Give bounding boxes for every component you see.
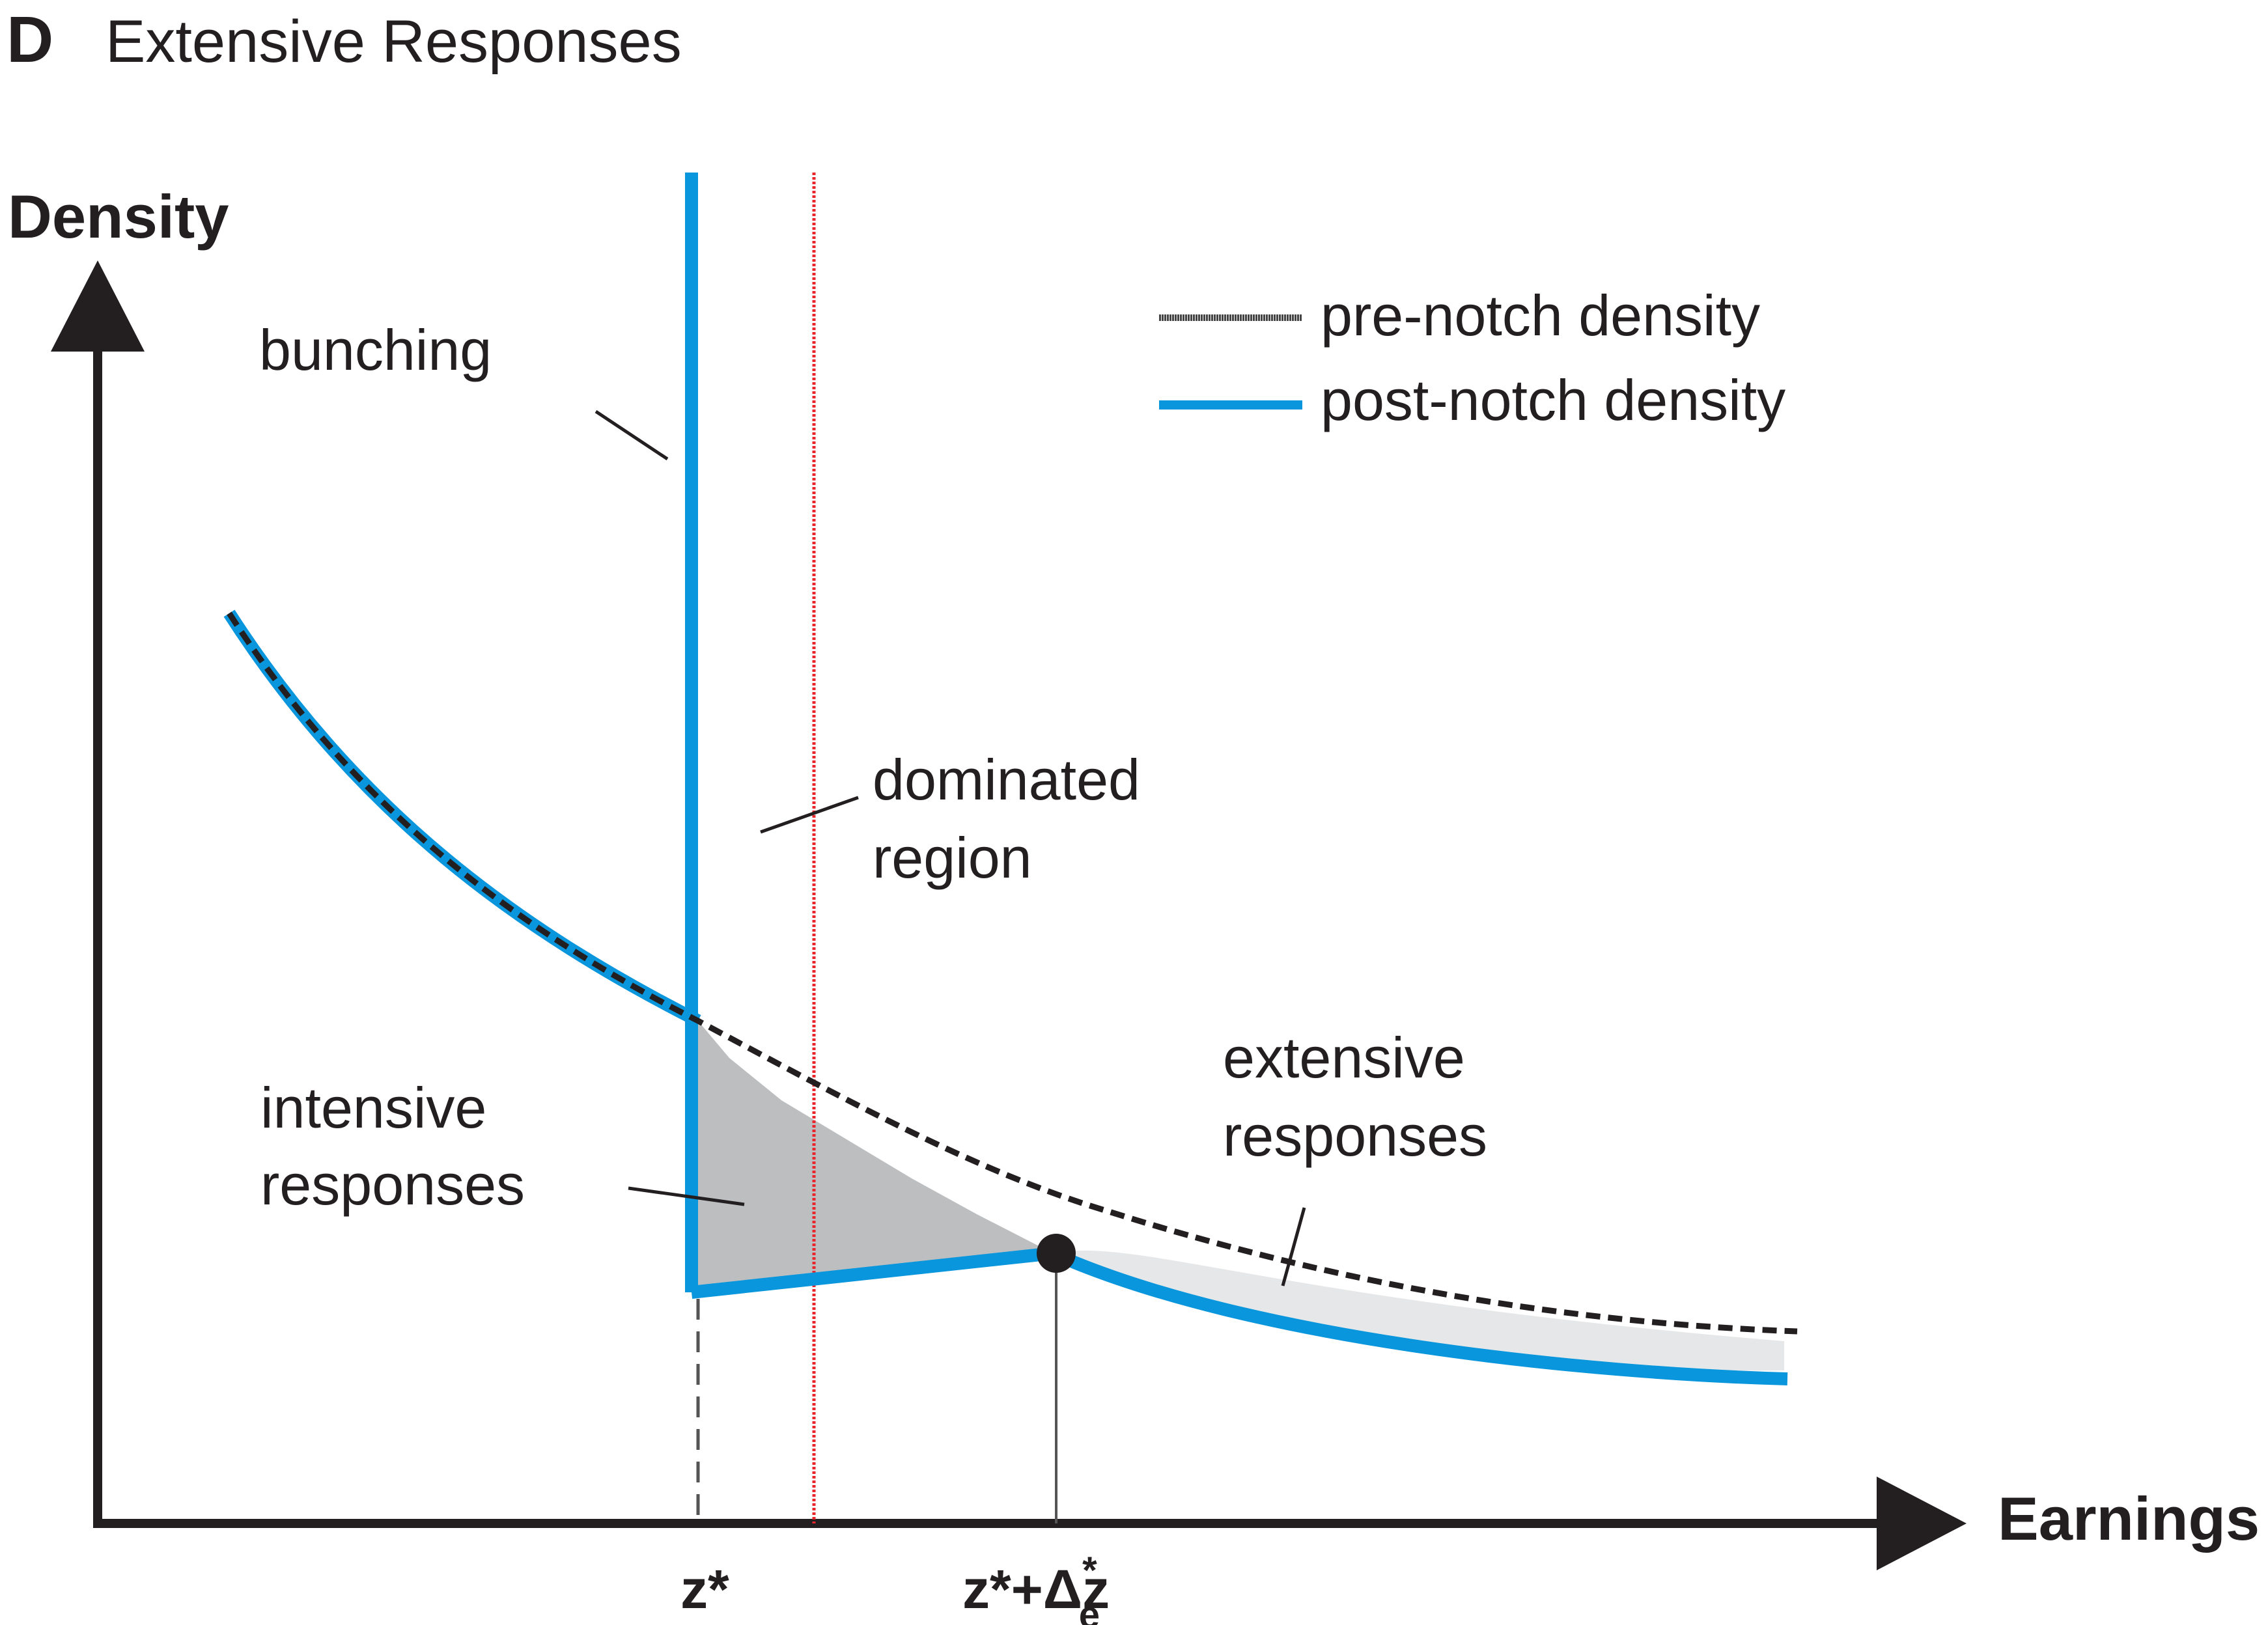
extensive-responses-area <box>1053 1250 1784 1371</box>
extensive-label-line1: extensive <box>1223 1025 1465 1090</box>
bunching-leader <box>595 410 669 461</box>
dominated-label-line1: dominated <box>873 747 1140 812</box>
tick-z-e-sup: * <box>1082 1549 1097 1592</box>
legend: pre-notch density post-notch density <box>1159 283 1785 432</box>
x-axis-label: Earnings <box>1998 1484 2260 1553</box>
legend-pre-notch-label: pre-notch density <box>1321 283 1760 348</box>
marginal-buncher-point <box>1037 1234 1076 1273</box>
dominated-label-line2: region <box>873 826 1032 890</box>
y-axis-arrowhead <box>51 260 145 352</box>
x-axis-arrowhead <box>1877 1477 1967 1570</box>
intensive-responses-area <box>698 1021 1053 1288</box>
intensive-leader <box>628 1186 745 1206</box>
panel-letter: D <box>7 3 53 76</box>
post-notch-segment <box>690 1247 1054 1299</box>
intensive-label-line2: responses <box>260 1152 525 1217</box>
post-notch-right-curve <box>1050 1247 1788 1385</box>
pre-notch-density-curve <box>227 611 1798 1335</box>
legend-post-notch-label: post-notch density <box>1321 368 1785 432</box>
dominated-leader <box>760 796 859 834</box>
bunching-label: bunching <box>259 318 492 382</box>
extensive-label-line2: responses <box>1223 1104 1487 1168</box>
tick-z-e-base: z*+Δz <box>962 1559 1110 1620</box>
panel-title: Extensive Responses <box>105 8 682 75</box>
post-notch-left-curve <box>223 609 701 1027</box>
intensive-label-line1: intensive <box>260 1076 486 1140</box>
tick-z-star: z* <box>680 1559 729 1620</box>
extensive-leader <box>1281 1207 1306 1286</box>
y-axis-label: Density <box>8 182 229 251</box>
tick-z-e-sub: e <box>1079 1594 1100 1625</box>
tick-z-e: z*+Δz* e <box>962 1549 1110 1625</box>
